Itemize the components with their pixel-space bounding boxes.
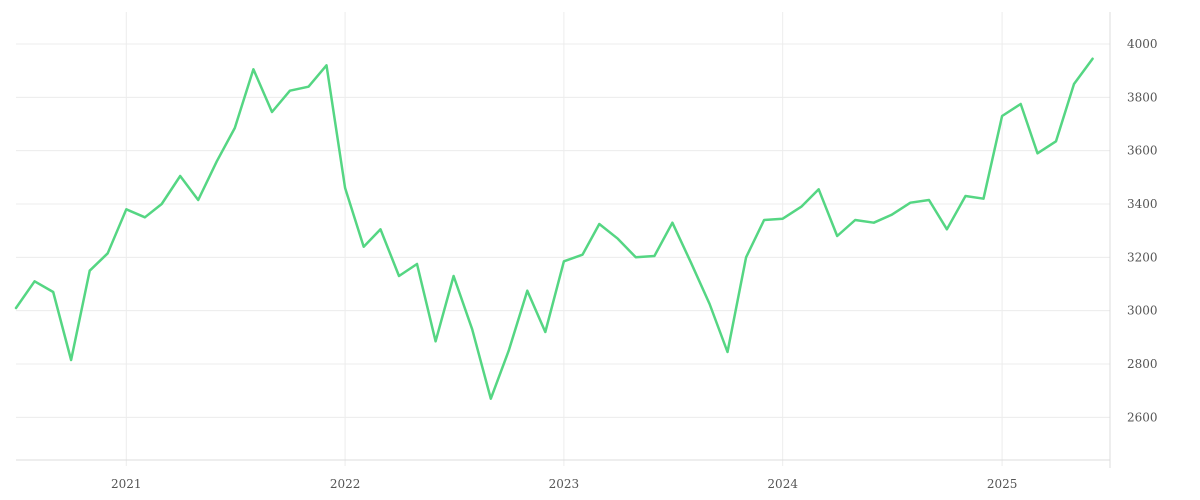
series-line-0 <box>14 57 1094 400</box>
y-tick-label: 4000 <box>1127 37 1158 51</box>
y-tick-label: 3800 <box>1127 90 1158 104</box>
horizontal-gridlines <box>16 43 1110 418</box>
x-tick-labels: 2021 2022 2023 2024 2025 <box>111 477 1017 491</box>
vertical-gridlines <box>125 12 1003 466</box>
y-tick-labels: 2600 2800 3000 3200 3400 3600 3800 4000 <box>1127 37 1158 424</box>
x-tick-label: 2023 <box>549 477 580 491</box>
x-tick-label: 2024 <box>767 477 798 491</box>
y-tick-label: 3000 <box>1127 304 1158 318</box>
y-tick-label: 2800 <box>1127 357 1158 371</box>
y-tick-label: 3600 <box>1127 144 1158 158</box>
y-tick-label: 3200 <box>1127 250 1158 264</box>
x-tick-label: 2021 <box>111 477 142 491</box>
x-tick-label: 2025 <box>987 477 1018 491</box>
x-tick-label: 2022 <box>330 477 361 491</box>
series-layer <box>14 57 1094 400</box>
y-tick-label: 2600 <box>1127 410 1158 424</box>
y-tick-label: 3400 <box>1127 197 1158 211</box>
